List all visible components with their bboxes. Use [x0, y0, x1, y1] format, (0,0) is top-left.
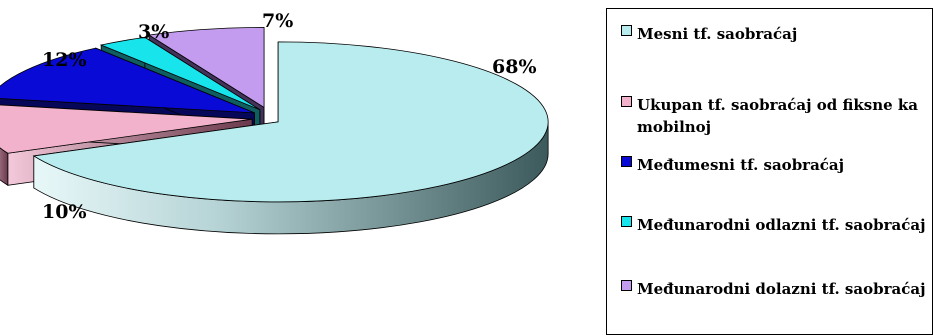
pie-slice-top-face: [99, 36, 261, 111]
legend-swatch-mesni: [621, 25, 632, 36]
legend-label-mesni: Mesni tf. saobraćaj: [637, 25, 798, 43]
legend-label-dolazni: Međunarodni dolazni tf. saobraćaj: [637, 280, 926, 298]
legend-item-dolazni: Međunarodni dolazni tf. saobraćaj: [621, 278, 933, 300]
legend-swatch-odlazni: [621, 216, 632, 227]
pie-slice-top-face: [32, 41, 549, 203]
pie-slices: [0, 27, 549, 235]
pie-value-label-ukupan: 10%: [42, 201, 87, 223]
legend: Mesni tf. saobraćaj Ukupan tf. saobraćaj…: [606, 8, 933, 335]
legend-item-ukupan: Ukupan tf. saobraćaj od fiksne ka mobiln…: [621, 94, 933, 138]
legend-item-odlazni: Međunarodni odlazni tf. saobraćaj: [621, 214, 933, 236]
pie-slice-top-face: [0, 47, 255, 114]
pie-chart: 68% 10% 12% 3% 7%: [0, 10, 549, 235]
legend-label-ukupan: Ukupan tf. saobraćaj od fiksne ka mobiln…: [637, 96, 919, 136]
pie-slice-mesni: [32, 41, 549, 235]
legend-swatch-dolazni: [621, 280, 632, 291]
legend-swatch-ukupan: [621, 96, 632, 107]
legend-swatch-medjumesni: [621, 156, 632, 167]
pie-slice-top-face: [147, 27, 265, 109]
legend-item-mesni: Mesni tf. saobraćaj: [621, 23, 933, 45]
legend-item-medjumesni: Međumesni tf. saobraćaj: [621, 154, 933, 176]
pie-value-label-odlazni: 3%: [138, 21, 169, 43]
pie-value-label-mesni: 68%: [492, 56, 537, 78]
pie-value-label-dolazni: 7%: [262, 10, 293, 32]
pie-value-label-medjumesni: 12%: [42, 49, 87, 71]
legend-label-medjumesni: Međumesni tf. saobraćaj: [637, 156, 845, 174]
pie-value-labels: 68% 10% 12% 3% 7%: [42, 10, 537, 223]
pie-slice-top-face: [0, 104, 253, 154]
pie-slice-side-wall: [0, 147, 9, 186]
legend-label-odlazni: Međunarodni odlazni tf. saobraćaj: [637, 216, 926, 234]
